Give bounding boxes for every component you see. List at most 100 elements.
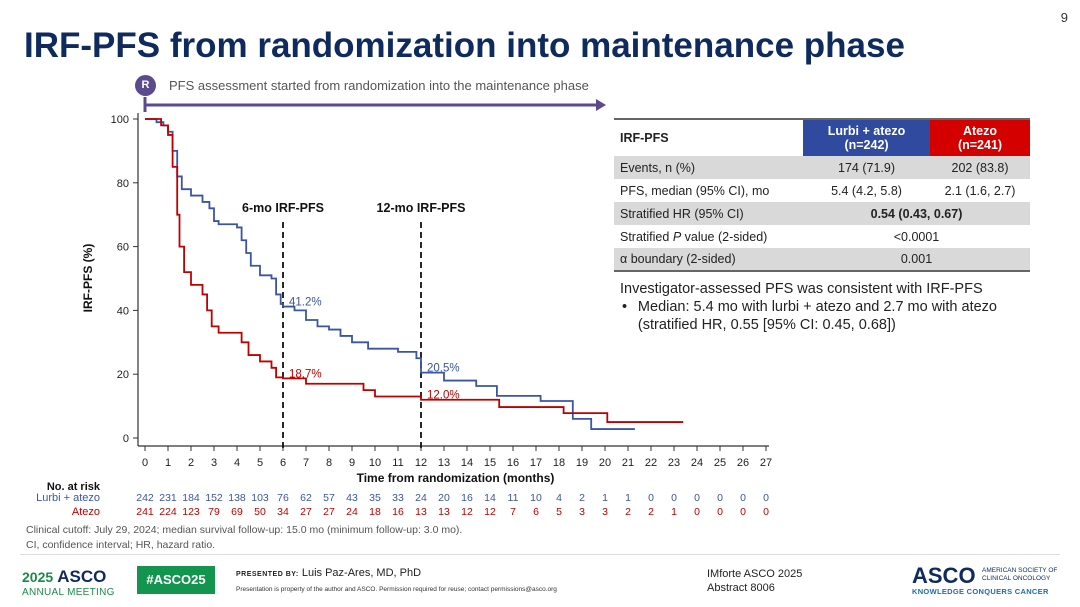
- at-risk-count: 12: [461, 506, 473, 518]
- y-tick-label: 20: [117, 369, 129, 381]
- copyright-notice: Presentation is property of the author a…: [236, 586, 557, 593]
- study-info: IMforte ASCO 2025 Abstract 8006: [707, 568, 803, 594]
- at-risk-count: 152: [205, 492, 223, 504]
- x-tick-label: 22: [645, 457, 657, 469]
- at-risk-count: 35: [369, 492, 381, 504]
- at-risk-count: 14: [484, 492, 496, 504]
- x-tick-label: 19: [576, 457, 588, 469]
- landmark-value-label: 41.2%: [289, 297, 322, 309]
- at-risk-count: 16: [461, 492, 473, 504]
- table-header-lurbi-atezo: Lurbi + atezo (n=242): [803, 119, 930, 156]
- at-risk-row-label: Atezo: [72, 506, 100, 518]
- at-risk-count: 7: [510, 506, 516, 518]
- hashtag-badge: #ASCO25: [137, 566, 215, 594]
- page-number: 9: [1060, 10, 1068, 25]
- reference-label-6mo: 6-mo IRF-PFS: [242, 201, 324, 215]
- x-tick-label: 7: [303, 457, 309, 469]
- presenter: PRESENTED BY: Luis Paz-Ares, MD, PhD: [236, 567, 422, 579]
- at-risk-count: 242: [136, 492, 154, 504]
- at-risk-count: 33: [392, 492, 404, 504]
- slide-title: IRF-PFS from randomization into maintena…: [24, 26, 905, 65]
- at-risk-count: 4: [556, 492, 562, 504]
- pfs-stats-table: IRF-PFS Lurbi + atezo (n=242) Atezo (n=241…: [614, 118, 1030, 272]
- at-risk-count: 0: [763, 492, 769, 504]
- table-header-label: IRF-PFS: [614, 119, 803, 156]
- table-row: Stratified P value (2-sided) <0.0001: [620, 229, 940, 244]
- x-tick-label: 9: [349, 457, 355, 469]
- at-risk-count: 79: [208, 506, 220, 518]
- at-risk-count: 1: [625, 492, 631, 504]
- randomization-marker: R: [135, 75, 156, 96]
- reference-label-12mo: 12-mo IRF-PFS: [377, 201, 466, 215]
- at-risk-count: 62: [300, 492, 312, 504]
- at-risk-count: 2: [648, 506, 654, 518]
- x-tick-label: 16: [507, 457, 519, 469]
- at-risk-count: 43: [346, 492, 358, 504]
- x-axis-label: Time from randomization (months): [357, 471, 555, 485]
- footnotes: Clinical cutoff: July 29, 2024; median s…: [26, 524, 463, 551]
- at-risk-count: 5: [556, 506, 562, 518]
- table-row: Events, n (%) 174 (71.9) 202 (83.8): [614, 156, 1030, 179]
- km-curve-lurbi-atezo: [145, 118, 635, 430]
- at-risk-count: 50: [254, 506, 266, 518]
- x-tick-label: 12: [415, 457, 427, 469]
- at-risk-count: 20: [438, 492, 450, 504]
- at-risk-count: 12: [484, 506, 496, 518]
- at-risk-count: 27: [323, 506, 335, 518]
- at-risk-count: 13: [438, 506, 450, 518]
- x-tick-label: 10: [369, 457, 381, 469]
- at-risk-row-label: Lurbi + atezo: [36, 492, 100, 504]
- x-tick-label: 17: [530, 457, 542, 469]
- at-risk-count: 1: [671, 506, 677, 518]
- at-risk-count: 34: [277, 506, 289, 518]
- landmark-value-label: 18.7%: [289, 368, 322, 380]
- at-risk-count: 0: [740, 492, 746, 504]
- at-risk-count: 241: [136, 506, 154, 518]
- investigator-note: Investigator-assessed PFS was consistent…: [620, 280, 1050, 334]
- note-heading: Investigator-assessed PFS was consistent…: [620, 281, 983, 297]
- at-risk-count: 2: [579, 492, 585, 504]
- x-tick-label: 18: [553, 457, 565, 469]
- asco-society-logo: ASCO AMERICAN SOCIETY OF CLINICAL ONCOLOG…: [912, 563, 1058, 596]
- table-row: Stratified HR (95% CI) 0.54 (0.43, 0.67): [614, 202, 1030, 225]
- landmark-value-label: 20.5%: [427, 363, 460, 375]
- y-tick-label: 100: [111, 114, 129, 126]
- x-tick-label: 26: [737, 457, 749, 469]
- table-row: PFS, median (95% CI), mo 5.4 (4.2, 5.8) 2.…: [620, 183, 1016, 198]
- x-tick-label: 3: [211, 457, 217, 469]
- at-risk-count: 6: [533, 506, 539, 518]
- at-risk-count: 0: [740, 506, 746, 518]
- at-risk-count: 24: [415, 492, 427, 504]
- at-risk-count: 76: [277, 492, 289, 504]
- y-axis-label: IRF-PFS (%): [81, 244, 95, 313]
- at-risk-count: 3: [579, 506, 585, 518]
- bullet: •: [622, 299, 628, 315]
- at-risk-count: 18: [369, 506, 381, 518]
- at-risk-count: 16: [392, 506, 404, 518]
- at-risk-count: 0: [763, 506, 769, 518]
- at-risk-count: 11: [508, 492, 519, 504]
- x-tick-label: 15: [484, 457, 496, 469]
- x-tick-label: 13: [438, 457, 450, 469]
- y-tick-label: 60: [117, 242, 129, 254]
- at-risk-count: 231: [159, 492, 177, 504]
- assessment-note: PFS assessment started from randomizatio…: [169, 78, 589, 93]
- at-risk-count: 0: [671, 492, 677, 504]
- table-header-atezo: Atezo (n=241): [930, 119, 1030, 156]
- x-tick-label: 20: [599, 457, 611, 469]
- at-risk-count: 224: [159, 506, 177, 518]
- at-risk-count: 57: [323, 492, 335, 504]
- arrow-head-icon: [596, 99, 606, 111]
- at-risk-count: 0: [717, 492, 723, 504]
- at-risk-count: 184: [182, 492, 200, 504]
- km-curve-atezo: [145, 118, 684, 423]
- x-tick-label: 24: [691, 457, 703, 469]
- at-risk-count: 0: [694, 492, 700, 504]
- at-risk-title: No. at risk: [47, 481, 101, 493]
- at-risk-count: 1: [602, 492, 608, 504]
- at-risk-count: 0: [694, 506, 700, 518]
- y-tick-label: 80: [117, 178, 129, 190]
- note-bullet-text: Median: 5.4 mo with lurbi + atezo and 2.…: [637, 299, 997, 333]
- x-tick-label: 11: [392, 457, 403, 469]
